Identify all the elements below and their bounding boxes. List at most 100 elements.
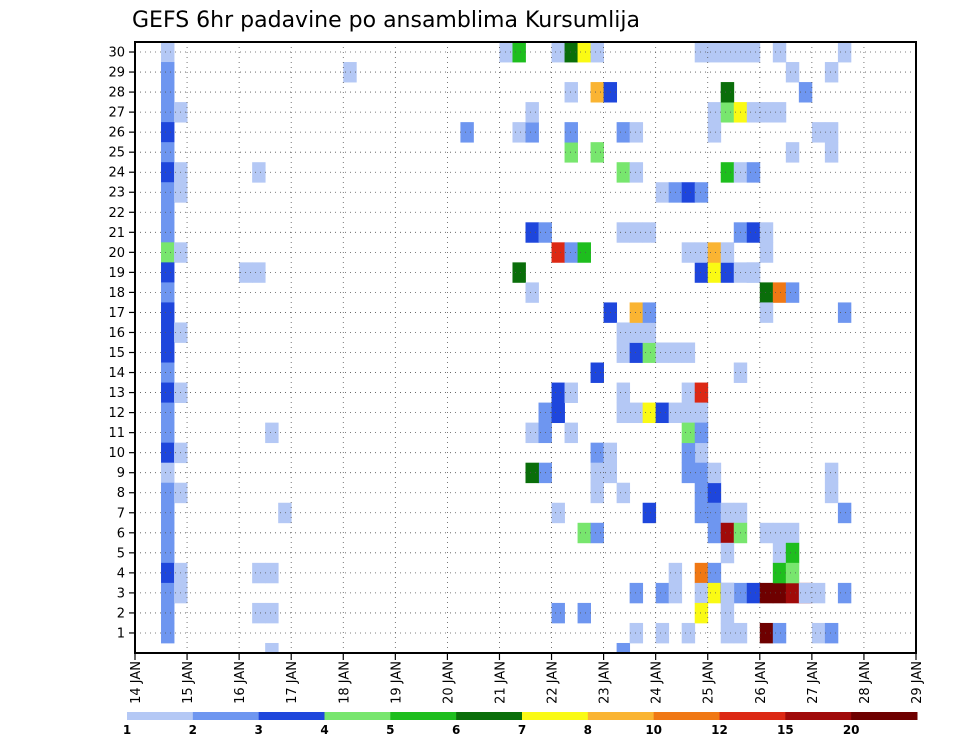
precip-cell [694, 382, 709, 403]
precip-cell [564, 422, 578, 444]
precip-cell [681, 242, 696, 263]
precip-cell [655, 582, 670, 604]
precip-cell [616, 122, 631, 143]
x-tick-label: 20 JAN [441, 661, 456, 704]
precip-cell [161, 122, 175, 143]
colorbar-label: 8 [584, 723, 592, 737]
precip-cell [161, 442, 175, 464]
precip-cell [161, 462, 175, 484]
precip-cell [161, 262, 175, 283]
precip-cell [746, 42, 761, 63]
colorbar-segment [587, 712, 655, 720]
precip-cell [161, 362, 175, 383]
precip-cell [278, 502, 292, 524]
precip-cell [512, 122, 526, 143]
precip-cell [772, 582, 787, 604]
y-tick-label: 17 [108, 306, 125, 321]
precip-cell [785, 542, 800, 564]
y-tick-label: 22 [108, 206, 125, 221]
colorbar-label: 10 [645, 723, 662, 737]
precip-cell [161, 602, 175, 624]
y-tick-label: 6 [117, 526, 125, 541]
precip-cell [811, 622, 826, 644]
precip-cell [551, 242, 565, 263]
precip-cell [759, 102, 774, 123]
precip-cell [161, 502, 175, 524]
precip-cell [720, 522, 735, 544]
colorbar-label: 12 [711, 723, 728, 737]
precip-cell [720, 102, 735, 123]
colorbar-label: 20 [843, 723, 860, 737]
precip-cell [785, 142, 800, 163]
precip-cell [772, 42, 787, 63]
precip-cell [694, 482, 709, 504]
precip-cell [525, 282, 539, 303]
y-axis: 1234567891011121314151617181920212223242… [108, 46, 135, 641]
precip-cell [837, 502, 852, 524]
precip-cell [590, 42, 604, 63]
precip-cell [824, 482, 839, 504]
precip-cell [616, 162, 631, 183]
precip-cell [694, 402, 709, 424]
precip-cell [681, 182, 696, 203]
precip-cell [642, 402, 657, 424]
precip-cell [161, 402, 175, 424]
precip-cell [629, 302, 644, 323]
precip-cell [252, 602, 266, 624]
precip-cell [564, 242, 578, 263]
precip-cell [759, 582, 774, 604]
precip-cell [707, 262, 722, 283]
precip-cell [707, 122, 722, 143]
x-tick-label: 21 JAN [493, 661, 508, 704]
precip-cell [746, 262, 761, 283]
x-tick-label: 18 JAN [337, 661, 352, 704]
precip-cell [681, 622, 696, 644]
precip-cell [265, 602, 279, 624]
precip-cell [759, 282, 774, 303]
precip-cell [707, 102, 722, 123]
precip-cell [616, 482, 631, 504]
y-tick-label: 12 [108, 406, 125, 421]
precip-cell [512, 262, 526, 283]
y-tick-label: 29 [108, 66, 125, 81]
y-tick-label: 14 [108, 366, 125, 381]
precip-cell [837, 42, 852, 63]
precip-cell [707, 502, 722, 524]
y-tick-label: 23 [108, 186, 125, 201]
precip-cell [252, 562, 266, 584]
precip-cell [785, 62, 800, 83]
x-tick-label: 15 JAN [181, 661, 196, 704]
precip-cell [525, 122, 539, 143]
precip-cell [837, 302, 852, 323]
y-tick-label: 18 [108, 286, 125, 301]
precip-cell [681, 462, 696, 484]
precip-cell [655, 622, 670, 644]
precip-cell [720, 82, 735, 103]
precip-cell [681, 422, 696, 444]
precip-cell [590, 442, 604, 464]
precip-cell [707, 242, 722, 263]
precip-cell [252, 262, 266, 283]
plot-frame [134, 41, 917, 654]
colorbar-label: 15 [777, 723, 794, 737]
precip-cell [694, 422, 709, 444]
precip-cell [525, 222, 539, 243]
precip-cell [161, 82, 175, 103]
x-axis: 14 JAN 15 JAN 16 JAN 17 JAN 18 JAN 19 JAN 20 J… [129, 653, 925, 704]
x-tick-label: 28 JAN [858, 661, 873, 704]
precip-cell [720, 502, 735, 524]
x-tick-label: 22 JAN [546, 661, 561, 704]
y-tick-label: 5 [117, 546, 125, 561]
precip-cell [499, 42, 513, 63]
precip-cell [759, 302, 774, 323]
precip-cell [694, 182, 709, 203]
precip-cell [707, 462, 722, 484]
precip-cell [681, 342, 696, 363]
colorbar-segment [851, 712, 918, 720]
precip-cell [616, 382, 631, 403]
precip-cell [265, 422, 279, 444]
precip-cell [785, 582, 800, 604]
colorbar-segment [653, 712, 720, 720]
precip-cell [525, 422, 539, 444]
precip-cell [616, 402, 631, 424]
